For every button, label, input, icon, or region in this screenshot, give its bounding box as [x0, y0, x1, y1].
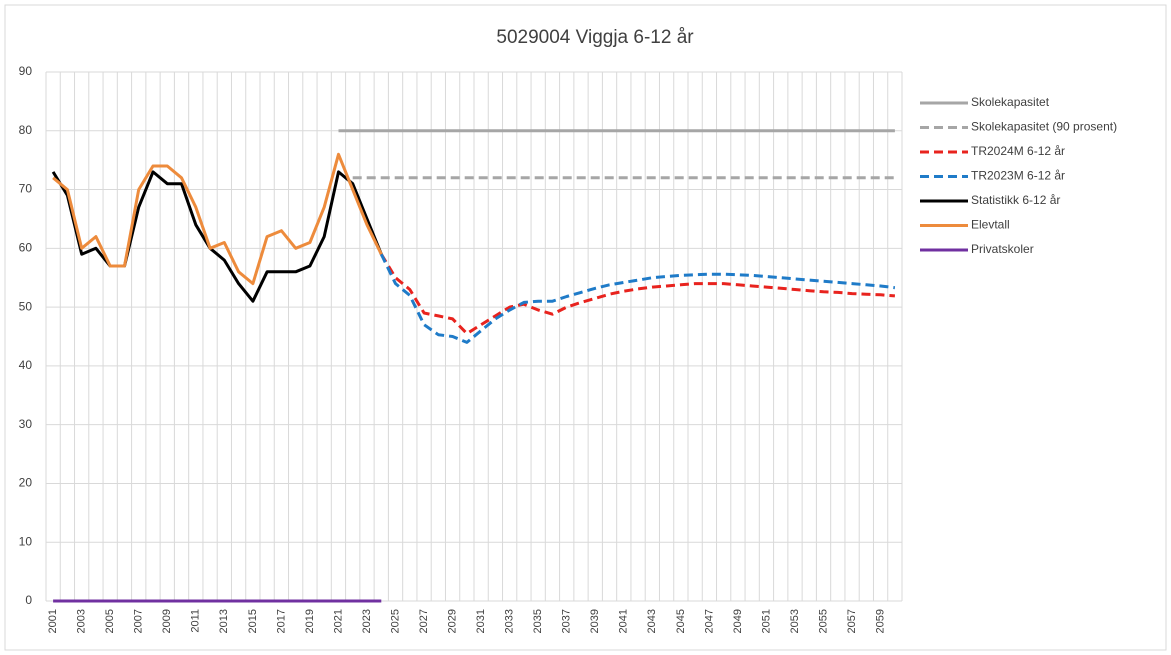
x-tick-label: 2051: [760, 609, 772, 633]
x-tick-label: 2015: [247, 609, 259, 633]
legend-label: Privatskoler: [971, 242, 1034, 256]
x-tick-label: 2001: [47, 609, 59, 633]
x-tick-label: 2019: [304, 609, 316, 633]
y-tick-label: 20: [19, 476, 33, 490]
series-line: [52, 152, 383, 286]
x-tick-label: 2005: [104, 609, 116, 633]
y-tick-label: 70: [19, 182, 33, 196]
x-tick-label: 2009: [161, 609, 173, 633]
x-tick-label: 2011: [190, 609, 202, 633]
x-tick-label: 2029: [447, 609, 459, 633]
legend-label: Elevtall: [971, 218, 1010, 232]
x-tick-label: 2031: [475, 609, 487, 633]
x-tick-label: 2025: [389, 609, 401, 633]
y-tick-label: 50: [19, 299, 33, 313]
x-tick-label: 2035: [532, 609, 544, 633]
series-line: [379, 253, 896, 344]
x-tick-label: 2021: [332, 609, 344, 633]
y-tick-label: 30: [19, 417, 33, 431]
x-tick-label: 2055: [817, 609, 829, 633]
y-tick-label: 60: [19, 241, 33, 255]
y-tick-label: 10: [19, 534, 33, 548]
x-tick-label: 2047: [703, 609, 715, 633]
x-tick-label: 2013: [218, 609, 230, 633]
series-line: [380, 253, 896, 336]
x-tick-label: 2023: [361, 609, 373, 633]
x-tick-label: 2037: [561, 609, 573, 633]
legend-label: TR2023M 6-12 år: [971, 169, 1065, 183]
x-tick-label: 2033: [504, 609, 516, 633]
legend-label: Statistikk 6-12 år: [971, 193, 1060, 207]
chart-title: 5029004 Viggja 6-12 år: [496, 27, 694, 48]
legend-label: Skolekapasitet (90 prosent): [971, 120, 1117, 134]
y-tick-label: 90: [19, 64, 33, 78]
legend-label: Skolekapasitet: [971, 95, 1050, 109]
x-tick-label: 2039: [589, 609, 601, 633]
y-tick-label: 80: [19, 123, 33, 137]
legend-label: TR2024M 6-12 år: [971, 144, 1065, 158]
x-tick-label: 2045: [675, 609, 687, 633]
x-tick-label: 2059: [875, 609, 887, 633]
x-tick-label: 2057: [846, 609, 858, 633]
x-tick-label: 2003: [76, 609, 88, 633]
x-tick-label: 2053: [789, 609, 801, 633]
x-tick-label: 2043: [646, 609, 658, 633]
y-tick-label: 0: [25, 593, 32, 607]
x-tick-label: 2007: [133, 609, 145, 633]
x-tick-label: 2017: [275, 609, 287, 633]
y-tick-label: 40: [19, 358, 33, 372]
x-tick-label: 2027: [418, 609, 430, 633]
x-tick-label: 2049: [732, 609, 744, 633]
x-tick-label: 2041: [618, 609, 630, 633]
